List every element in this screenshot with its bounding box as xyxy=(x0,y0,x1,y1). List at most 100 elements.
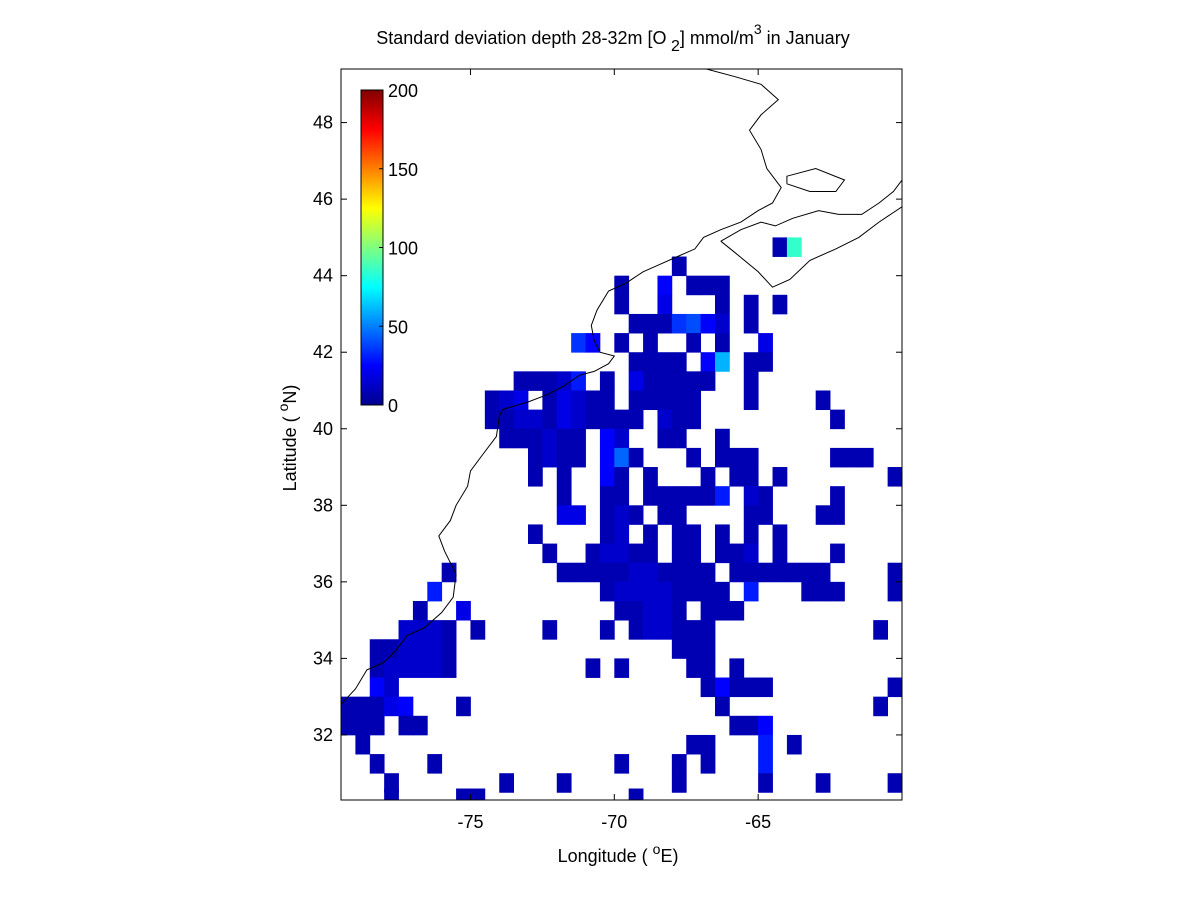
heatmap-cell xyxy=(384,639,399,659)
x-tick-label: -70 xyxy=(601,812,627,832)
heatmap-cell xyxy=(513,390,529,411)
heatmap-cell xyxy=(556,447,572,468)
heatmap-cell xyxy=(729,677,745,698)
heatmap-cell xyxy=(758,333,773,353)
heatmap-cell xyxy=(772,467,788,487)
heatmap-cell xyxy=(715,581,730,602)
heatmap-cell xyxy=(528,524,543,544)
heatmap-cell xyxy=(671,390,687,411)
heatmap-cell xyxy=(715,313,730,334)
heatmap-cell xyxy=(599,409,615,430)
heatmap-cell xyxy=(398,696,414,717)
heatmap-cell xyxy=(556,467,572,487)
heatmap-cell xyxy=(758,734,773,755)
heatmap-cell xyxy=(715,600,730,621)
heatmap-cell xyxy=(599,524,615,544)
heatmap-cell xyxy=(671,639,687,659)
heatmap-cell xyxy=(815,581,831,602)
heatmap-cell xyxy=(599,581,615,602)
heatmap-cell xyxy=(556,390,572,411)
heatmap-cell xyxy=(456,600,471,621)
colorbar-tick-label: 50 xyxy=(388,317,408,337)
heatmap-cell xyxy=(700,639,716,659)
heatmap-cell xyxy=(384,773,399,793)
heatmap-cell xyxy=(614,524,630,544)
heatmap-cell xyxy=(686,371,702,391)
heatmap-cell xyxy=(585,658,601,678)
heatmap-cell xyxy=(614,428,630,449)
heatmap-cell xyxy=(772,524,788,544)
colorbar-tick-label: 100 xyxy=(388,239,418,259)
colorbar-tick-label: 200 xyxy=(388,81,418,101)
y-tick-label: 32 xyxy=(313,725,333,745)
heatmap-cell xyxy=(715,294,730,315)
heatmap-cell xyxy=(412,600,428,621)
heatmap-cell xyxy=(686,620,702,640)
heatmap-cell xyxy=(715,524,730,544)
heatmap-cell xyxy=(686,409,702,430)
heatmap-cell xyxy=(700,581,716,602)
heatmap-cell xyxy=(571,562,586,583)
heatmap-cell xyxy=(412,639,428,659)
heatmap-cell xyxy=(830,409,845,430)
heatmap-cell xyxy=(858,447,874,468)
heatmap-cell xyxy=(887,467,902,487)
heatmap-cell xyxy=(887,677,902,698)
heatmap-cell xyxy=(643,600,658,621)
heatmap-cell xyxy=(801,562,817,583)
heatmap-cell xyxy=(729,600,745,621)
heatmap-cell xyxy=(398,658,414,678)
heatmap-cell xyxy=(700,313,716,334)
heatmap-cell xyxy=(671,543,687,564)
heatmap-cell xyxy=(686,486,702,506)
heatmap-cell xyxy=(599,447,615,468)
heatmap-cell xyxy=(427,620,443,640)
heatmap-cell xyxy=(556,409,572,430)
heatmap-cell xyxy=(715,486,730,506)
heatmap-cell xyxy=(743,486,759,506)
heatmap-cell xyxy=(528,428,543,449)
heatmap-cell xyxy=(686,734,702,755)
heatmap-cell xyxy=(715,275,730,296)
heatmap-cell xyxy=(758,754,773,774)
heatmap-cell xyxy=(700,275,716,296)
heatmap-cell xyxy=(528,371,543,391)
heatmap-cell xyxy=(830,581,845,602)
heatmap-cell xyxy=(441,639,457,659)
heatmap-cell xyxy=(671,486,687,506)
heatmap-cell xyxy=(341,715,356,736)
heatmap-cell xyxy=(542,371,558,391)
heatmap-cell xyxy=(628,313,644,334)
chart-title: Standard deviation depth 28-32m [O 2] mm… xyxy=(376,21,849,55)
heatmap-cell xyxy=(686,639,702,659)
heatmap-cell xyxy=(628,447,644,468)
heatmap-cell xyxy=(715,696,730,717)
heatmap-cell xyxy=(441,620,457,640)
heatmap-cell xyxy=(700,371,716,391)
heatmap-cell xyxy=(456,788,471,800)
heatmap-cell xyxy=(786,734,802,755)
heatmap-cell xyxy=(556,428,572,449)
heatmap-cell xyxy=(729,467,745,487)
heatmap-cell xyxy=(772,237,788,257)
heatmap-cell xyxy=(643,352,658,372)
heatmap-cell xyxy=(643,390,658,411)
colorbar-tick-label: 0 xyxy=(388,396,398,416)
heatmap-cell xyxy=(671,428,687,449)
heatmap-cell xyxy=(743,467,759,487)
heatmap-cell xyxy=(657,562,673,583)
heatmap-cell xyxy=(484,390,500,411)
heatmap-cell xyxy=(427,639,443,659)
heatmap-cell xyxy=(772,562,788,583)
heatmap-cell xyxy=(671,352,687,372)
heatmap-cell xyxy=(686,275,702,296)
heatmap-cell xyxy=(528,467,543,487)
heatmap-cell xyxy=(873,696,889,717)
heatmap-cell xyxy=(513,371,529,391)
heatmap-cell xyxy=(599,486,615,506)
heatmap-cell xyxy=(686,581,702,602)
heatmap-cell xyxy=(657,294,673,315)
heatmap-cell xyxy=(384,788,399,800)
heatmap-cell xyxy=(671,313,687,334)
